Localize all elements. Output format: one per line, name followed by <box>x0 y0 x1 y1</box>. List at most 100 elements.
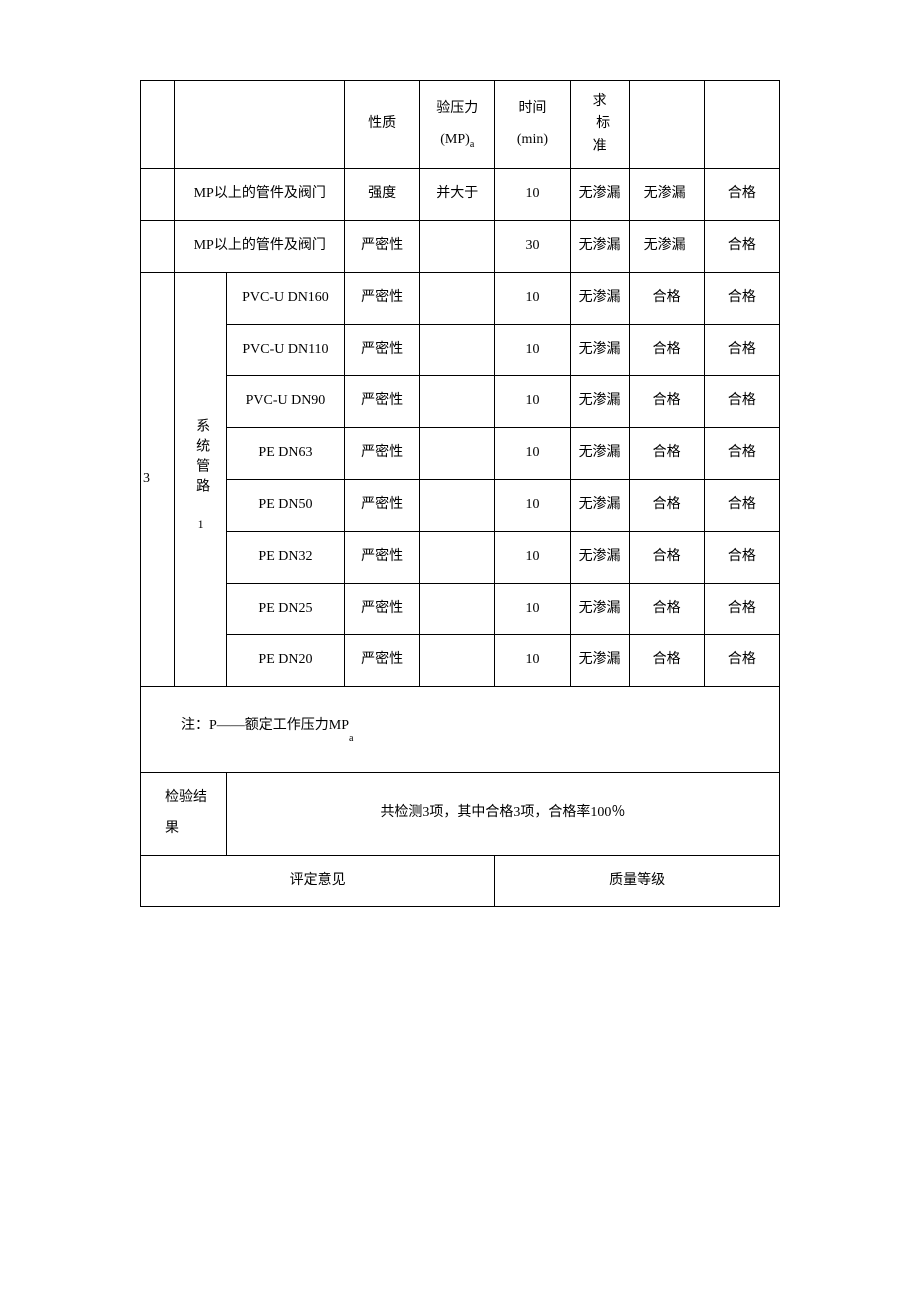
cell-pressure <box>420 428 495 480</box>
cell-time: 10 <box>495 583 570 635</box>
result-row: 检验结果 共检测3项，其中合格3项，合格率100％ <box>141 772 780 855</box>
cell-req: 无渗漏 <box>570 220 629 272</box>
group-label: 系统管路 1 <box>175 272 226 686</box>
table-row: PE DN25 严密性 10 无渗漏 合格 合格 <box>141 583 780 635</box>
cell-res2: 合格 <box>704 169 779 221</box>
table-row: PVC-U DN90 严密性 10 无渗漏 合格 合格 <box>141 376 780 428</box>
header-pressure: 验压力 (MP)a <box>420 81 495 169</box>
cell-time: 30 <box>495 220 570 272</box>
header-req: 求 标 准 <box>570 81 629 169</box>
header-req-l2: 标 <box>596 116 610 131</box>
cell-pressure <box>420 635 495 687</box>
cell-res1: 合格 <box>629 479 704 531</box>
cell-res1: 合格 <box>629 428 704 480</box>
header-blank-1 <box>141 81 175 169</box>
footer-opinion: 评定意见 <box>141 855 495 907</box>
cell-res1: 无渗漏 <box>629 169 704 221</box>
header-pressure-l2: (MP) <box>440 132 470 147</box>
cell-name: MP以上的管件及阀门 <box>175 220 345 272</box>
note-text: 注：P——额定工作压力MP <box>181 718 349 733</box>
footer-row: 评定意见 质量等级 <box>141 855 780 907</box>
cell-pressure <box>420 583 495 635</box>
table-row: PE DN20 严密性 10 无渗漏 合格 合格 <box>141 635 780 687</box>
cell-idx <box>141 220 175 272</box>
header-blank-res2 <box>704 81 779 169</box>
cell-req: 无渗漏 <box>570 428 629 480</box>
cell-prop: 强度 <box>345 169 420 221</box>
cell-idx <box>141 169 175 221</box>
cell-prop: 严密性 <box>345 272 420 324</box>
cell-name: PE DN32 <box>226 531 344 583</box>
cell-res2: 合格 <box>704 635 779 687</box>
header-pressure-sub: a <box>470 138 474 149</box>
cell-res1: 无渗漏 <box>629 220 704 272</box>
cell-res1: 合格 <box>629 376 704 428</box>
cell-req: 无渗漏 <box>570 169 629 221</box>
footer-grade: 质量等级 <box>495 855 780 907</box>
cell-req: 无渗漏 <box>570 272 629 324</box>
note-row: 注：P——额定工作压力MPa <box>141 687 780 773</box>
cell-res1: 合格 <box>629 531 704 583</box>
group-sub-idx: 1 <box>198 517 204 531</box>
cell-res1: 合格 <box>629 272 704 324</box>
header-blank-2 <box>175 81 345 169</box>
cell-res1: 合格 <box>629 583 704 635</box>
cell-req: 无渗漏 <box>570 479 629 531</box>
header-time-l2: (min) <box>517 132 548 147</box>
cell-pressure <box>420 324 495 376</box>
cell-prop: 严密性 <box>345 479 420 531</box>
cell-req: 无渗漏 <box>570 531 629 583</box>
table-row: MP以上的管件及阀门 强度 并大于 10 无渗漏 无渗漏 合格 <box>141 169 780 221</box>
cell-res2: 合格 <box>704 531 779 583</box>
cell-name: PVC-U DN160 <box>226 272 344 324</box>
cell-res2: 合格 <box>704 324 779 376</box>
cell-pressure <box>420 376 495 428</box>
cell-prop: 严密性 <box>345 428 420 480</box>
table-row: MP以上的管件及阀门 严密性 30 无渗漏 无渗漏 合格 <box>141 220 780 272</box>
cell-res1: 合格 <box>629 635 704 687</box>
cell-name: MP以上的管件及阀门 <box>175 169 345 221</box>
table-header-row: 性质 验压力 (MP)a 时间 (min) 求 标 准 <box>141 81 780 169</box>
header-time: 时间 (min) <box>495 81 570 169</box>
header-blank-res1 <box>629 81 704 169</box>
cell-res2: 合格 <box>704 272 779 324</box>
cell-pressure <box>420 531 495 583</box>
cell-time: 10 <box>495 272 570 324</box>
cell-res2: 合格 <box>704 428 779 480</box>
cell-time: 10 <box>495 324 570 376</box>
cell-time: 10 <box>495 531 570 583</box>
cell-res2: 合格 <box>704 583 779 635</box>
header-req-l1: 求 <box>593 94 607 109</box>
note-sub: a <box>349 733 353 744</box>
cell-prop: 严密性 <box>345 583 420 635</box>
cell-name: PE DN20 <box>226 635 344 687</box>
group-idx: 3 <box>141 272 175 686</box>
cell-pressure <box>420 272 495 324</box>
cell-name: PE DN63 <box>226 428 344 480</box>
cell-name: PE DN25 <box>226 583 344 635</box>
note-cell: 注：P——额定工作压力MPa <box>141 687 780 773</box>
cell-prop: 严密性 <box>345 531 420 583</box>
cell-req: 无渗漏 <box>570 324 629 376</box>
header-req-l3: 准 <box>593 139 607 154</box>
cell-name: PE DN50 <box>226 479 344 531</box>
result-label: 检验结果 <box>141 772 227 855</box>
cell-req: 无渗漏 <box>570 583 629 635</box>
header-time-l1: 时间 <box>518 101 546 116</box>
cell-name: PVC-U DN110 <box>226 324 344 376</box>
group-label-text: 系统管路 <box>185 418 216 498</box>
cell-prop: 严密性 <box>345 220 420 272</box>
cell-prop: 严密性 <box>345 376 420 428</box>
cell-name: PVC-U DN90 <box>226 376 344 428</box>
cell-res2: 合格 <box>704 220 779 272</box>
cell-res2: 合格 <box>704 376 779 428</box>
table-row: PE DN50 严密性 10 无渗漏 合格 合格 <box>141 479 780 531</box>
header-pressure-l1: 验压力 <box>436 101 478 116</box>
table-row: 3 系统管路 1 PVC-U DN160 严密性 10 无渗漏 合格 合格 <box>141 272 780 324</box>
table-row: PE DN32 严密性 10 无渗漏 合格 合格 <box>141 531 780 583</box>
cell-res1: 合格 <box>629 324 704 376</box>
cell-res2: 合格 <box>704 479 779 531</box>
table-row: PE DN63 严密性 10 无渗漏 合格 合格 <box>141 428 780 480</box>
cell-pressure: 并大于 <box>420 169 495 221</box>
cell-pressure <box>420 479 495 531</box>
